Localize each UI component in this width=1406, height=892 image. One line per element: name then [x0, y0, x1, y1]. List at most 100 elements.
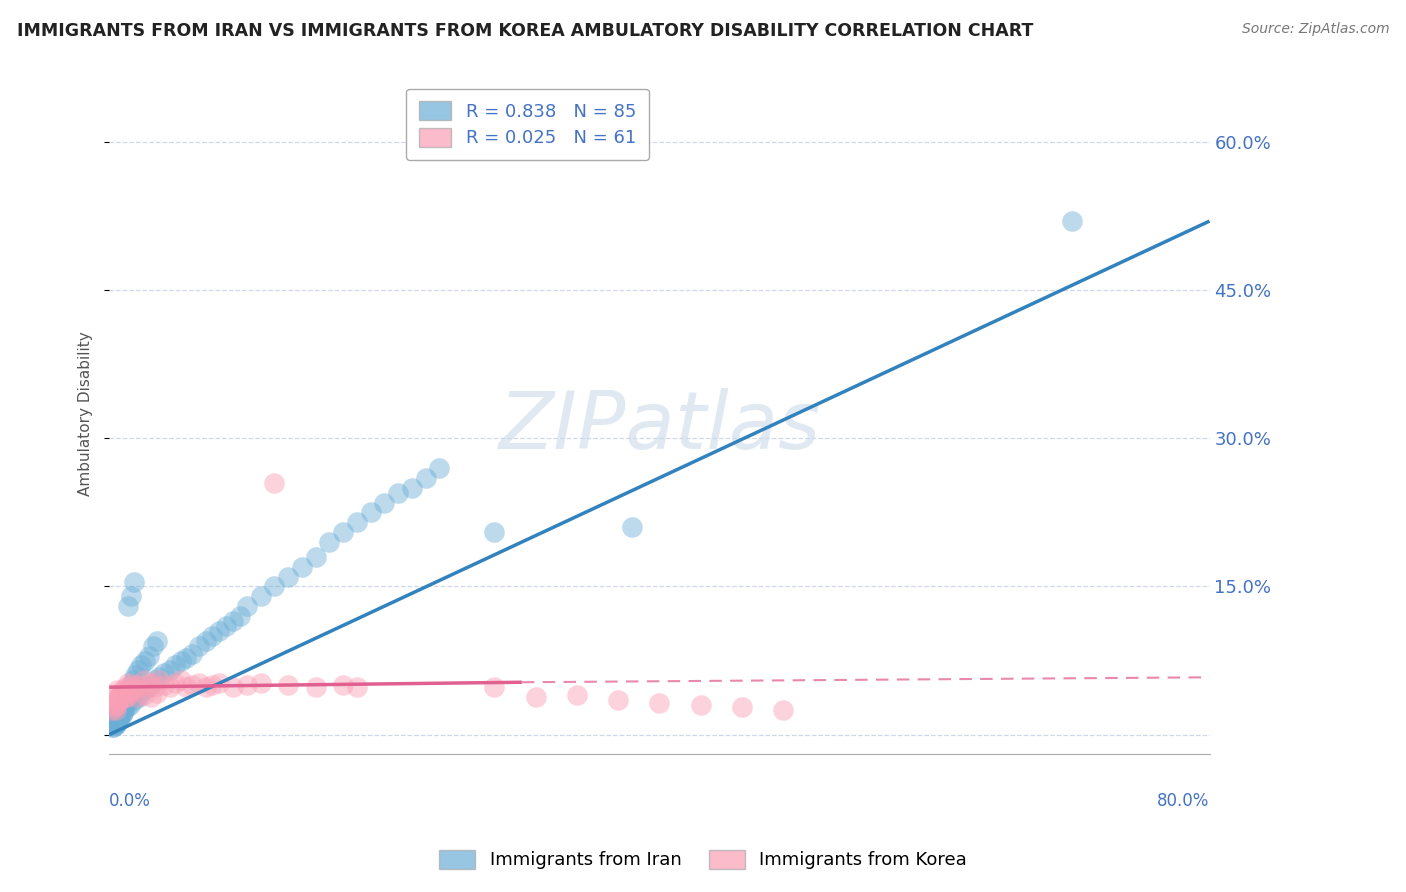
Point	[153, 666, 176, 681]
Point	[114, 680, 136, 694]
Point	[128, 690, 150, 704]
Point	[111, 698, 134, 712]
Text: 0.0%: 0.0%	[110, 792, 150, 810]
Point	[731, 700, 754, 714]
Point	[215, 619, 238, 633]
Point	[146, 686, 169, 700]
Point	[101, 717, 124, 731]
Point	[165, 676, 187, 690]
Point	[120, 678, 142, 692]
Point	[174, 680, 197, 694]
Point	[105, 715, 128, 730]
Point	[114, 693, 136, 707]
Point	[222, 614, 245, 628]
Point	[122, 683, 145, 698]
Point	[107, 683, 129, 698]
Point	[117, 686, 139, 700]
Point	[208, 624, 231, 638]
Point	[291, 559, 314, 574]
Point	[143, 680, 166, 694]
Text: IMMIGRANTS FROM IRAN VS IMMIGRANTS FROM KOREA AMBULATORY DISABILITY CORRELATION : IMMIGRANTS FROM IRAN VS IMMIGRANTS FROM …	[17, 22, 1033, 40]
Point	[117, 599, 139, 614]
Point	[111, 706, 134, 720]
Point	[318, 535, 340, 549]
Point	[208, 676, 231, 690]
Point	[103, 720, 125, 734]
Point	[111, 700, 134, 714]
Point	[304, 680, 326, 694]
Point	[607, 693, 630, 707]
Point	[180, 647, 202, 661]
Point	[332, 678, 354, 692]
Point	[107, 696, 129, 710]
Point	[107, 713, 129, 727]
Point	[153, 678, 176, 692]
Point	[139, 690, 162, 704]
Point	[132, 673, 155, 688]
Point	[115, 690, 138, 704]
Point	[104, 717, 127, 731]
Point	[111, 683, 134, 698]
Point	[134, 653, 156, 667]
Text: Source: ZipAtlas.com: Source: ZipAtlas.com	[1241, 22, 1389, 37]
Text: ZIPatlas: ZIPatlas	[498, 388, 821, 467]
Point	[132, 688, 155, 702]
Point	[249, 590, 271, 604]
Point	[105, 703, 128, 717]
Point	[373, 495, 395, 509]
Point	[180, 678, 202, 692]
Point	[105, 688, 128, 702]
Point	[249, 676, 271, 690]
Point	[142, 639, 165, 653]
Point	[114, 690, 136, 704]
Point	[108, 710, 131, 724]
Point	[108, 693, 131, 707]
Point	[304, 549, 326, 564]
Point	[105, 710, 128, 724]
Point	[524, 690, 547, 704]
Point	[118, 683, 141, 698]
Point	[104, 693, 127, 707]
Point	[128, 680, 150, 694]
Point	[136, 680, 159, 694]
Point	[103, 698, 125, 712]
Point	[124, 668, 146, 682]
Point	[194, 633, 217, 648]
Point	[648, 696, 671, 710]
Point	[125, 678, 148, 692]
Point	[105, 717, 128, 731]
Point	[332, 525, 354, 540]
Point	[187, 676, 209, 690]
Point	[112, 698, 135, 712]
Point	[110, 707, 132, 722]
Point	[125, 690, 148, 704]
Point	[148, 670, 170, 684]
Point	[263, 579, 285, 593]
Point	[110, 688, 132, 702]
Point	[111, 703, 134, 717]
Point	[346, 680, 368, 694]
Point	[118, 683, 141, 698]
Point	[159, 664, 181, 678]
Point	[122, 574, 145, 589]
Point	[120, 690, 142, 704]
Point	[620, 520, 643, 534]
Point	[277, 569, 299, 583]
Point	[174, 650, 197, 665]
Point	[138, 648, 160, 663]
Point	[115, 690, 138, 704]
Point	[772, 703, 794, 717]
Point	[121, 673, 143, 688]
Point	[387, 485, 409, 500]
Y-axis label: Ambulatory Disability: Ambulatory Disability	[79, 331, 93, 496]
Point	[484, 525, 506, 540]
Point	[132, 683, 155, 698]
Point	[110, 703, 132, 717]
Point	[194, 680, 217, 694]
Point	[111, 707, 134, 722]
Point	[236, 678, 259, 692]
Point	[107, 715, 129, 730]
Point	[139, 678, 162, 692]
Point	[110, 710, 132, 724]
Point	[159, 680, 181, 694]
